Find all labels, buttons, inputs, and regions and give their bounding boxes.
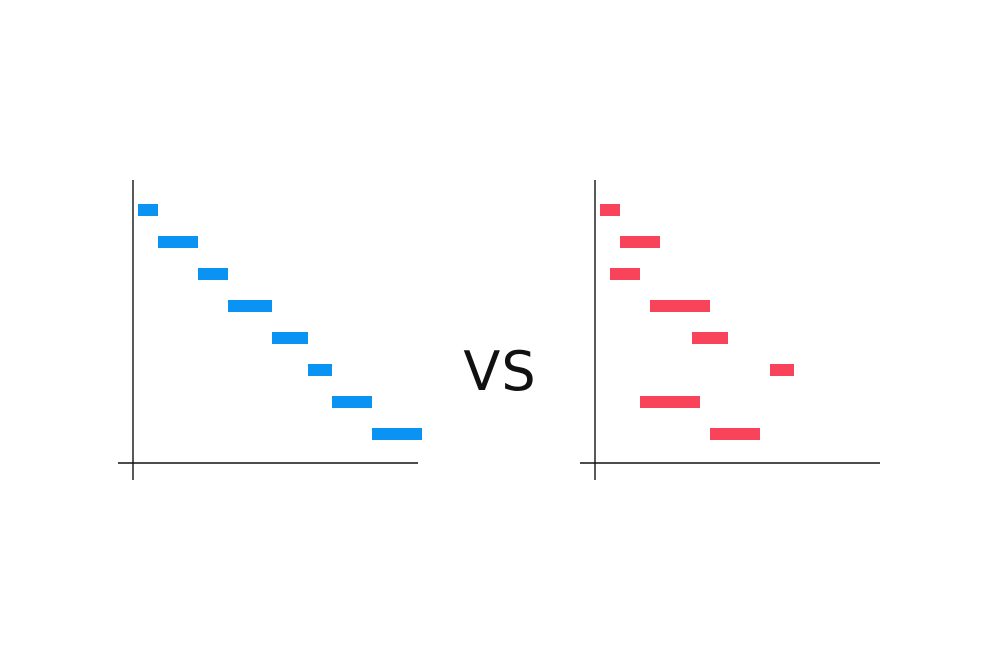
task-bar-3 — [610, 268, 640, 280]
task-bar-5 — [272, 332, 308, 344]
task-bar-8 — [710, 428, 760, 440]
task-bar-1 — [138, 204, 158, 216]
task-bar-6 — [308, 364, 332, 376]
task-bar-4 — [228, 300, 272, 312]
task-bar-5 — [692, 332, 728, 344]
task-bar-3 — [198, 268, 228, 280]
vs-label: VS — [463, 340, 536, 403]
task-bar-8 — [372, 428, 422, 440]
task-bar-7 — [332, 396, 372, 408]
chart-left-sequential — [118, 180, 422, 480]
task-bar-4 — [650, 300, 710, 312]
task-bar-7 — [640, 396, 700, 408]
task-bar-1 — [600, 204, 620, 216]
task-bar-2 — [620, 236, 660, 248]
task-bar-2 — [158, 236, 198, 248]
task-bar-6 — [770, 364, 794, 376]
chart-right-overlapping — [580, 180, 880, 480]
